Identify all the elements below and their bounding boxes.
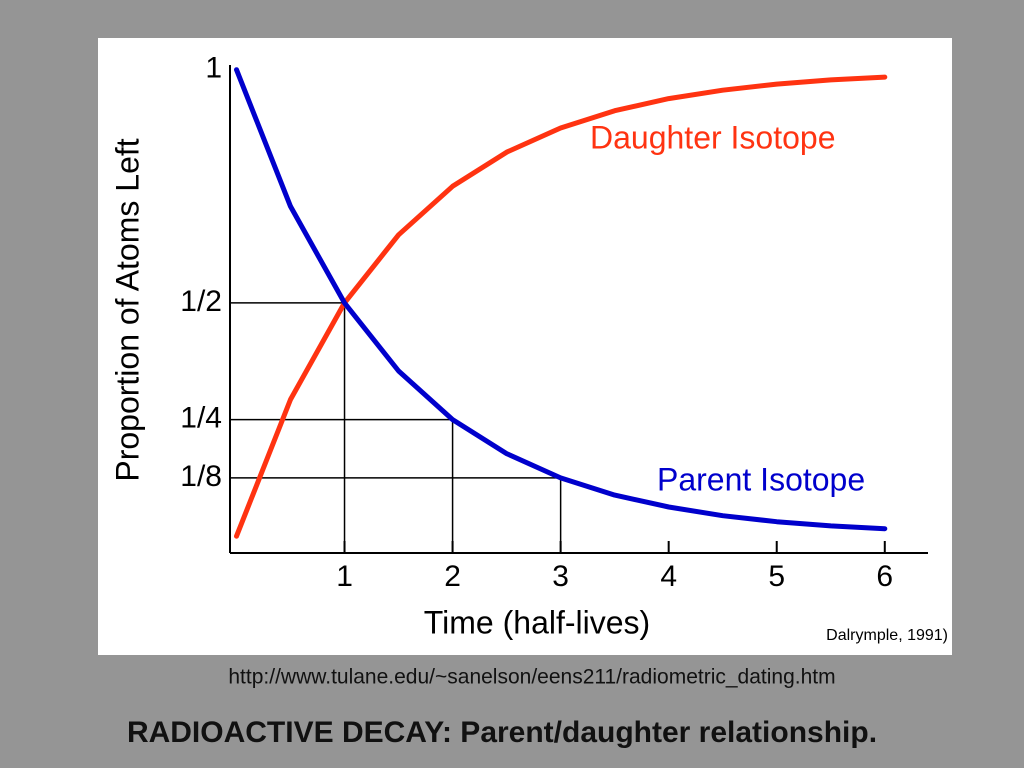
legend-label: Parent Isotope [657, 461, 865, 497]
source-url: http://www.tulane.edu/~sanelson/eens211/… [228, 666, 835, 689]
x-tick-label: 2 [444, 560, 461, 593]
y-tick-label: 1/2 [180, 285, 222, 318]
y-tick-label: 1/8 [180, 460, 222, 493]
credit: Dalrymple, 1991) [826, 627, 948, 644]
x-tick-label: 6 [876, 560, 893, 593]
y-tick-label: 1/4 [180, 401, 222, 434]
x-tick-label: 4 [660, 560, 677, 593]
series-line [234, 67, 888, 532]
legend-label: Daughter Isotope [590, 119, 836, 155]
x-axis-label: Time (half-lives) [424, 604, 650, 640]
x-tick-label: 1 [336, 560, 353, 593]
x-tick-label: 5 [768, 560, 785, 593]
y-axis-label: Proportion of Atoms Left [109, 138, 145, 481]
y-tick-label: 1 [205, 52, 222, 85]
x-tick-label: 3 [552, 560, 569, 593]
slide-title: RADIOACTIVE DECAY: Parent/daughter relat… [127, 716, 877, 749]
